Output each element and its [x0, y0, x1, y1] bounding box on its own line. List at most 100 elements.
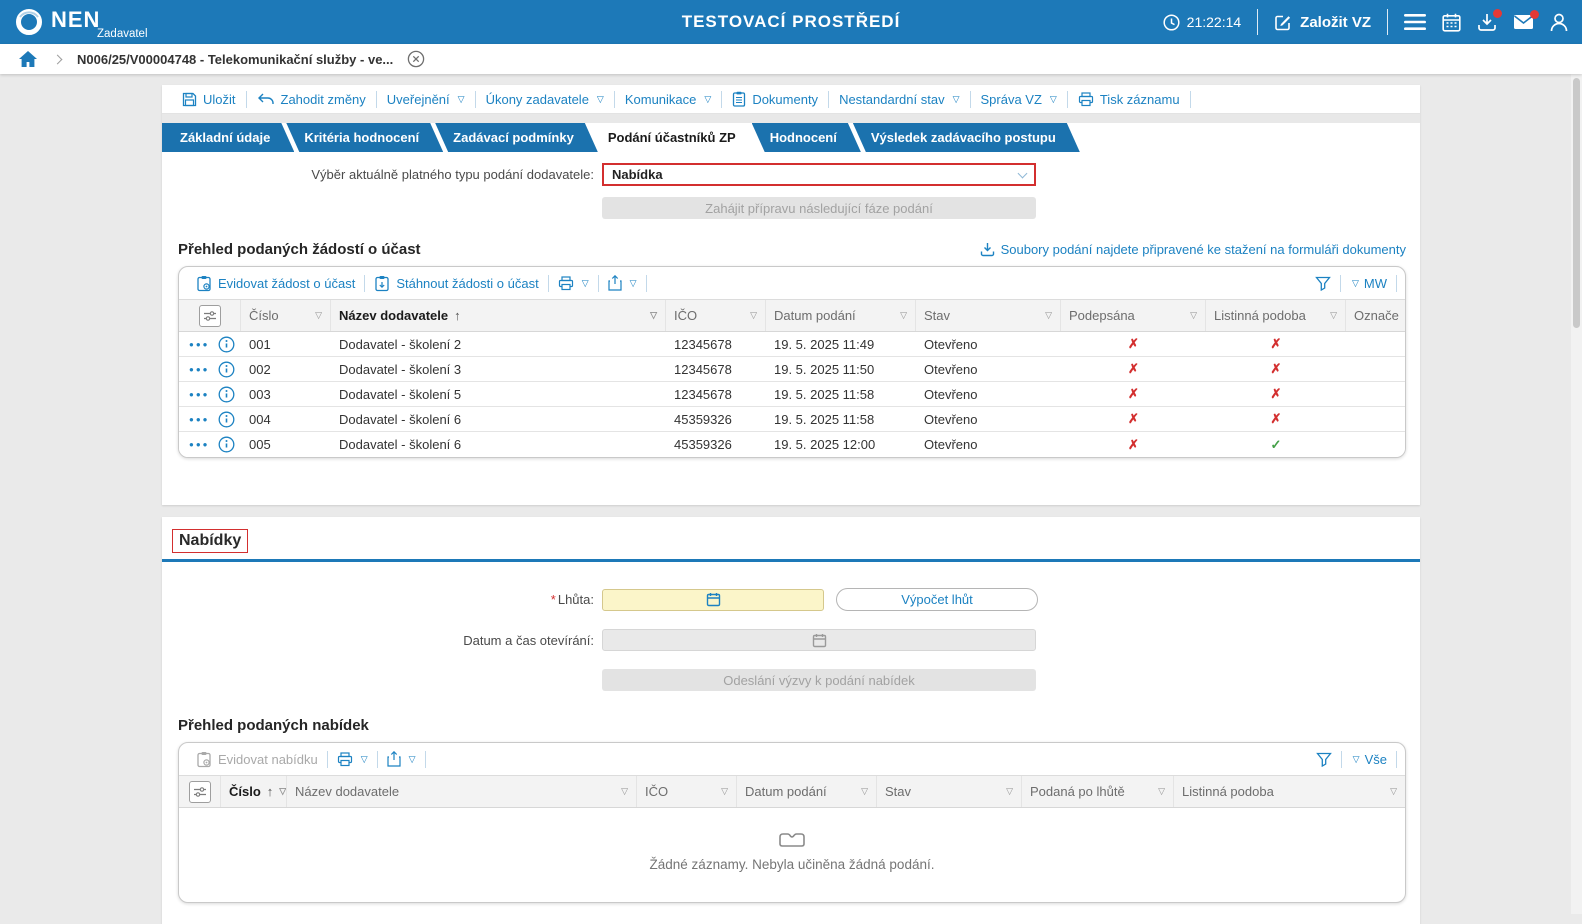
row-actions-menu[interactable]: ●●●	[189, 340, 210, 349]
export-table-button[interactable]: ▽	[599, 275, 646, 291]
toolbar-item-9[interactable]: Tisk záznamu	[1068, 92, 1190, 107]
deadline-date-input[interactable]	[602, 589, 824, 611]
column-header-podana-po-lhute[interactable]: Podaná po lhůtě▽	[1022, 776, 1174, 807]
toolbar-item-3[interactable]: Uveřejnění▽	[377, 92, 475, 107]
column-filter-icon[interactable]: ▽	[315, 310, 322, 321]
column-header-datum-podani[interactable]: Datum podání▽	[766, 300, 916, 331]
toolbar-item-1[interactable]: Uložit	[172, 92, 246, 107]
downloads-button[interactable]	[1477, 13, 1497, 32]
column-filter-icon[interactable]: ▽	[861, 786, 868, 797]
column-header-listinna-podoba[interactable]: Listinná podoba▽	[1206, 300, 1346, 331]
row-info-icon[interactable]	[218, 336, 235, 353]
row-actions-menu[interactable]: ●●●	[189, 390, 210, 399]
start-next-phase-button[interactable]: Zahájit přípravu následující fáze podání	[602, 197, 1036, 219]
column-header-podepsana[interactable]: Podepsána▽	[1061, 300, 1206, 331]
header-divider	[1387, 9, 1388, 35]
column-header-cislo[interactable]: Číslo↑▽	[221, 776, 287, 807]
column-settings-button[interactable]	[189, 781, 211, 803]
column-header-datum-podani[interactable]: Datum podání▽	[737, 776, 877, 807]
toolbar-item-2[interactable]: Zahodit změny	[247, 92, 376, 107]
main-menu-button[interactable]	[1404, 14, 1426, 30]
cell-nazev-dodavatele: Dodavatel - školení 2	[331, 337, 666, 352]
view-selector[interactable]: ▽ Vše	[1351, 752, 1387, 767]
toolbar-item-7[interactable]: Nestandardní stav▽	[829, 92, 969, 107]
calendar-button[interactable]	[1442, 13, 1461, 32]
send-call-for-offers-button[interactable]: Odeslání výzvy k podání nabídek	[602, 669, 1036, 691]
tab-2[interactable]: Kritéria hodnocení	[286, 123, 443, 152]
row-info-icon[interactable]	[218, 411, 235, 428]
toolbar-item-4[interactable]: Úkony zadavatele▽	[476, 92, 614, 107]
view-selector[interactable]: ▽ MW	[1350, 276, 1387, 291]
column-filter-icon[interactable]: ▽	[900, 310, 907, 321]
tab-1[interactable]: Základní údaje	[162, 123, 294, 152]
column-filter-icon[interactable]: ▽	[750, 310, 757, 321]
column-header-oznaceni[interactable]: Označe	[1346, 300, 1405, 331]
tab-6[interactable]: Výsledek zadávacího postupu	[853, 123, 1080, 152]
row-info-icon[interactable]	[218, 386, 235, 403]
cell-stav: Otevřeno	[916, 387, 1061, 402]
toolbar-item-6[interactable]: Dokumenty	[722, 91, 828, 107]
column-filter-icon[interactable]: ▽	[1158, 786, 1165, 797]
row-actions-menu[interactable]: ●●●	[189, 415, 210, 424]
create-vz-button[interactable]: Založit VZ	[1274, 13, 1371, 31]
filter-icon[interactable]	[1315, 276, 1331, 291]
column-header-listinna-podoba[interactable]: Listinná podoba▽	[1174, 776, 1405, 807]
scrollbar-thumb[interactable]	[1573, 78, 1580, 328]
submission-files-link[interactable]: Soubory podání najdete připravené ke sta…	[980, 242, 1406, 257]
column-header-nazev-dodavatele[interactable]: Název dodavatele▽	[287, 776, 637, 807]
download-applications-button[interactable]: Stáhnout žádosti o účast	[365, 275, 547, 292]
column-filter-icon[interactable]: ▽	[721, 786, 728, 797]
breadcrumb-item[interactable]: N006/25/V00004748 - Telekomunikační služ…	[77, 52, 393, 67]
column-filter-icon[interactable]: ▽	[279, 786, 286, 797]
column-header-cislo[interactable]: Číslo▽	[241, 300, 331, 331]
print-table-button[interactable]: ▽	[549, 276, 598, 291]
register-application-button[interactable]: Evidovat žádost o účast	[187, 275, 364, 292]
column-filter-icon[interactable]: ▽	[1190, 310, 1197, 321]
breadcrumb-close-button[interactable]	[407, 50, 425, 68]
calc-deadlines-button[interactable]: Výpočet lhůt	[836, 588, 1038, 611]
tab-5[interactable]: Hodnocení	[752, 123, 861, 152]
nen-logo[interactable]: NEN Zadavatel	[14, 3, 148, 41]
submission-type-select[interactable]: Nabídka	[602, 163, 1036, 186]
home-icon[interactable]	[18, 50, 38, 68]
vertical-scrollbar[interactable]	[1571, 74, 1582, 914]
column-header-ico[interactable]: IČO▽	[666, 300, 766, 331]
column-filter-icon[interactable]: ▽	[1006, 786, 1013, 797]
export-icon	[608, 275, 622, 291]
tab-4[interactable]: Podání účastníků ZP	[590, 123, 760, 152]
column-filter-icon[interactable]: ▽	[621, 786, 628, 797]
tab-3[interactable]: Zadávací podmínky	[435, 123, 598, 152]
cell-stav: Otevřeno	[916, 437, 1061, 452]
column-header-stav[interactable]: Stav▽	[877, 776, 1022, 807]
column-header-ico[interactable]: IČO▽	[637, 776, 737, 807]
toolbar-item-8[interactable]: Správa VZ▽	[971, 92, 1067, 107]
toolbar-divider	[1340, 275, 1341, 292]
downloads-notification-dot	[1493, 9, 1502, 18]
toolbar-item-5[interactable]: Komunikace▽	[615, 92, 721, 107]
column-filter-icon[interactable]: ▽	[1045, 310, 1052, 321]
column-filter-icon[interactable]: ▽	[650, 310, 657, 321]
column-header-nazev-dodavatele[interactable]: Název dodavatele↑▽	[331, 300, 666, 331]
row-info-icon[interactable]	[218, 361, 235, 378]
filter-icon[interactable]	[1316, 752, 1332, 767]
applications-table-panel: Evidovat žádost o účast Stáhnout žádosti…	[178, 266, 1406, 458]
export-table-button[interactable]: ▽	[378, 751, 425, 767]
row-info-icon[interactable]	[218, 436, 235, 453]
column-header-stav[interactable]: Stav▽	[916, 300, 1061, 331]
toolbar-divider	[646, 275, 647, 292]
column-filter-icon[interactable]: ▽	[1390, 786, 1397, 797]
row-actions-menu[interactable]: ●●●	[189, 440, 210, 449]
register-offer-button[interactable]: Evidovat nabídku	[187, 751, 327, 768]
row-actions-menu[interactable]: ●●●	[189, 365, 210, 374]
print-table-button[interactable]: ▽	[328, 752, 377, 767]
column-settings-button[interactable]	[199, 305, 221, 327]
user-profile-button[interactable]	[1550, 13, 1568, 32]
messages-button[interactable]	[1513, 14, 1534, 30]
cell-datum-podani: 19. 5. 2025 12:00	[766, 437, 916, 452]
column-filter-icon[interactable]: ▽	[1330, 310, 1337, 321]
